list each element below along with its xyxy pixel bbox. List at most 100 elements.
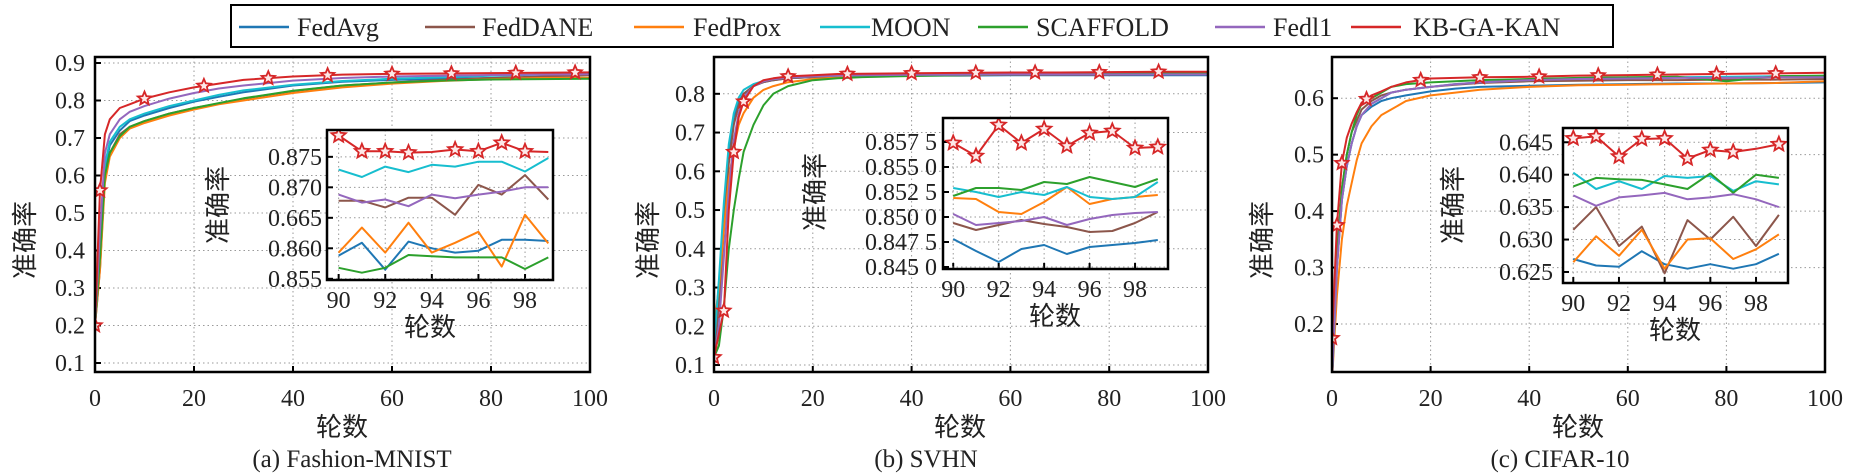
series-line-feddane <box>952 211 1159 233</box>
star-marker <box>352 141 372 160</box>
panels: 0 20 40 60 80 100 0.1 0.2 0.3 0.4 0.5 0.6 0.7 0.8 0.9 轮… <box>11 51 1843 473</box>
y-tick-label: 0.852 5 <box>865 180 937 206</box>
inset-x-axis-title: 轮数 <box>1029 302 1081 331</box>
y-tick-label: 0.2 <box>55 314 85 340</box>
y-tick-label: 0.3 <box>55 276 85 302</box>
x-tick-label: 92 <box>1607 291 1631 317</box>
star-marker <box>515 141 535 160</box>
star-marker <box>95 316 104 334</box>
x-tick-label: 60 <box>998 386 1022 412</box>
star-marker <box>1026 63 1045 81</box>
panel-caption: (c) CIFAR-10 <box>1490 446 1629 473</box>
star-marker <box>1769 134 1788 153</box>
y-axis-title: 准确率 <box>11 201 40 279</box>
star-marker <box>1586 128 1606 145</box>
legend-label: SCAFFOLD <box>1036 13 1169 42</box>
star-marker <box>779 67 798 84</box>
star-marker <box>1332 153 1351 171</box>
inset-frame <box>941 116 1170 271</box>
star-marker <box>1332 328 1341 346</box>
star-marker <box>1012 133 1031 151</box>
y-tick-label: 0.1 <box>55 351 85 377</box>
inset-y-axis-title: 准确率 <box>204 166 233 244</box>
y-tick-label: 0.3 <box>675 276 705 302</box>
star-marker <box>95 181 109 199</box>
series-line-fedl1 <box>338 186 549 208</box>
x-tick-label: 94 <box>1653 291 1677 317</box>
x-tick-label: 96 <box>1078 277 1102 303</box>
inset-panel: 90 92 94 96 98 0.645 0.640 0.635 0.630 0.625 轮数 准确率 <box>1439 126 1790 345</box>
y-tick-label: 0.8 <box>675 82 705 108</box>
series-line-fedprox <box>1572 228 1780 270</box>
x-tick-label: 0 <box>1326 386 1338 412</box>
star-marker <box>1470 67 1489 85</box>
legend-item-fedavg: FedAvg <box>239 13 379 42</box>
x-tick-label: 92 <box>987 277 1011 303</box>
y-tick-label: 0.855 0 <box>865 155 937 181</box>
star-marker <box>492 132 512 151</box>
star-marker <box>1332 215 1346 233</box>
star-marker <box>135 89 154 107</box>
star-marker <box>1102 121 1122 139</box>
axes-frame <box>1330 55 1827 374</box>
y-tick-label: 0.5 <box>1294 143 1324 169</box>
y-tick-label: 0.860 <box>268 236 322 262</box>
y-tick-label: 0.8 <box>55 89 85 115</box>
x-tick-label: 98 <box>1744 291 1768 317</box>
series-line-feddane <box>338 174 550 216</box>
star-marker <box>442 64 461 81</box>
star-marker <box>1700 140 1720 159</box>
star-marker <box>1563 128 1583 147</box>
panel-a: 0 20 40 60 80 100 0.1 0.2 0.3 0.4 0.5 0.6 0.7 0.8 0.9 轮… <box>11 51 608 473</box>
star-marker <box>734 92 753 110</box>
x-tick-label: 20 <box>801 386 825 412</box>
x-tick-label: 100 <box>572 386 608 412</box>
star-marker <box>724 142 743 160</box>
star-marker <box>506 63 525 81</box>
series-line-moon <box>953 181 1159 200</box>
series-line-feddane <box>1572 206 1780 275</box>
y-tick-label: 0.875 <box>268 145 322 171</box>
star-marker <box>318 65 337 83</box>
inset-x-axis-title: 轮数 <box>1649 316 1701 345</box>
inset-x-axis-title: 轮数 <box>404 313 456 342</box>
x-tick-label: 100 <box>1807 386 1843 412</box>
x-tick-label: 80 <box>1097 386 1121 412</box>
x-tick-label: 0 <box>89 386 101 412</box>
star-marker <box>1609 146 1629 165</box>
star-marker <box>966 146 986 164</box>
x-tick-label: 20 <box>1419 386 1443 412</box>
panel-c: 0 20 40 60 80 100 0.2 0.3 0.4 0.5 0.6 轮数 (c) CIFAR-1… <box>1248 55 1843 473</box>
inset-area <box>1563 128 1788 283</box>
star-marker <box>259 68 278 86</box>
series-line-moon <box>1572 171 1780 192</box>
x-tick-label: 40 <box>281 386 305 412</box>
x-tick-label: 90 <box>941 277 965 303</box>
x-tick-label: 60 <box>1616 386 1640 412</box>
y-tick-label: 0.630 <box>1499 228 1553 254</box>
star-marker <box>1648 65 1667 83</box>
x-tick-label: 96 <box>1698 291 1722 317</box>
star-marker <box>329 130 349 144</box>
y-tick-label: 0.2 <box>675 314 705 340</box>
series-line-scaffold <box>338 254 549 274</box>
x-tick-label: 80 <box>1714 386 1738 412</box>
series-line-scaffold <box>95 77 590 326</box>
star-marker <box>714 348 723 365</box>
series-line-moon <box>338 157 549 178</box>
series-line-kb-ga-kan <box>1573 135 1780 160</box>
x-tick-label: 40 <box>1517 386 1541 412</box>
star-marker <box>1149 62 1168 80</box>
series-line-scaffold <box>952 176 1159 197</box>
star-marker <box>838 64 857 82</box>
inset-series-group <box>329 130 550 274</box>
x-tick-label: 100 <box>1190 386 1226 412</box>
x-tick-label: 94 <box>420 288 444 314</box>
star-marker <box>1632 129 1652 148</box>
axes-frame <box>712 55 1210 374</box>
star-marker <box>966 63 985 81</box>
y-tick-label: 0.1 <box>675 353 705 379</box>
inset-y-axis-title: 准确率 <box>801 153 830 231</box>
star-marker <box>1034 119 1054 137</box>
